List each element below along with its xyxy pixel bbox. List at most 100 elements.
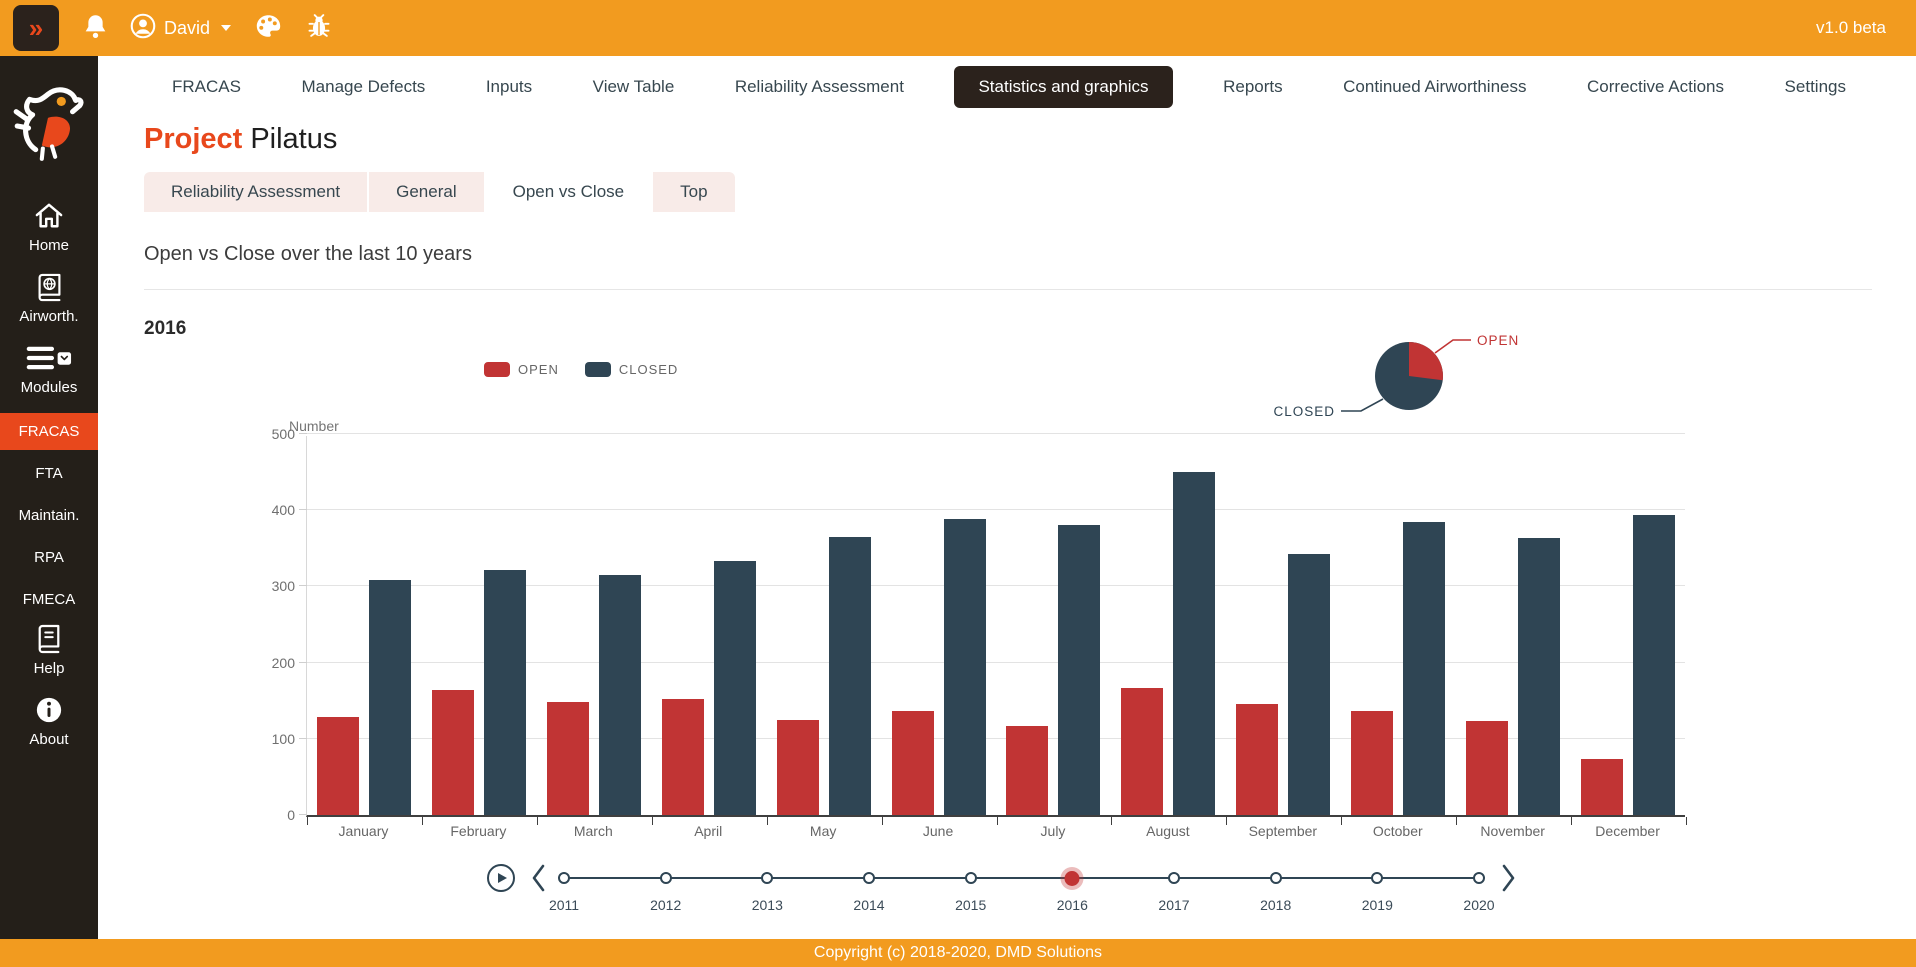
legend-swatch — [584, 362, 611, 377]
timeline-prev-button[interactable] — [531, 863, 546, 893]
timeline-play-button[interactable] — [487, 864, 515, 892]
bar-closed[interactable] — [599, 575, 642, 815]
timeline-dot-2017[interactable] — [1168, 871, 1180, 884]
bar-group-november — [1455, 436, 1570, 815]
sidebar-item-help[interactable]: Help — [0, 623, 98, 677]
bar-group-may — [766, 436, 881, 815]
sidebar-item-modules[interactable]: Modules — [0, 342, 98, 396]
nav-item-label: Manage Defects — [301, 77, 426, 96]
x-axis-tick — [881, 817, 883, 825]
user-menu[interactable]: David — [130, 13, 232, 44]
nav-item-reports[interactable]: Reports — [1213, 68, 1293, 106]
sidebar-item-maintain[interactable]: Maintain. — [0, 497, 98, 534]
legend-item-closed[interactable]: CLOSED — [584, 362, 678, 377]
bar-group-august — [1111, 436, 1226, 815]
bar-group-february — [422, 436, 537, 815]
bar-closed[interactable] — [1402, 522, 1445, 815]
bar-closed[interactable] — [369, 580, 412, 815]
bar-closed[interactable] — [943, 519, 986, 815]
pie-open-slice[interactable] — [1409, 342, 1443, 381]
tab-open-vs-close[interactable]: Open vs Close — [485, 172, 652, 212]
bar-open[interactable] — [1006, 726, 1049, 815]
nav-item-label: Corrective Actions — [1587, 77, 1725, 96]
timeline: 2011 2012 2013 2014 2015 2016 2017 2018 2019 2020 — [487, 863, 1872, 913]
grid-line — [307, 433, 1685, 434]
timeline-dot-2019[interactable] — [1371, 871, 1384, 884]
notifications-button[interactable] — [83, 12, 108, 45]
sidebar-item-fracas[interactable]: FRACAS — [0, 413, 98, 450]
timeline-dot-2012[interactable] — [659, 871, 672, 884]
bar-open[interactable] — [1350, 711, 1393, 815]
nav-item-corrective-actions[interactable]: Corrective Actions — [1577, 68, 1734, 106]
month-label: April — [694, 823, 723, 839]
nav-item-view-table[interactable]: View Table — [583, 68, 685, 106]
x-axis-tick — [1571, 817, 1573, 825]
sidebar-collapse-button[interactable]: » — [13, 5, 59, 51]
sidebar-item-label: Modules — [20, 379, 78, 396]
pie-open-label: OPEN — [1477, 333, 1519, 348]
user-icon — [130, 13, 156, 44]
sidebar-nav: Home Airworth. Modules FRACAS FTA Maintain. RP… — [0, 200, 98, 765]
sidebar-item-about[interactable]: About — [0, 694, 98, 748]
bar-open[interactable] — [547, 702, 590, 815]
sidebar-item-airworthiness[interactable]: Airworth. — [0, 271, 98, 325]
nav-item-manage-defects[interactable]: Manage Defects — [292, 68, 436, 106]
bar-open[interactable] — [891, 711, 934, 815]
user-name: David — [164, 17, 211, 38]
bar-open[interactable] — [776, 720, 819, 815]
nav-item-reliability-assessment[interactable]: Reliability Assessment — [725, 68, 914, 106]
bar-closed[interactable] — [1058, 525, 1101, 815]
tab-general[interactable]: General — [369, 172, 484, 212]
nav-item-statistics-and-graphics[interactable]: Statistics and graphics — [954, 66, 1173, 108]
bar-open[interactable] — [432, 690, 475, 815]
timeline-dot-2011[interactable] — [558, 871, 570, 884]
timeline-dot-2016[interactable] — [1064, 870, 1080, 886]
pie-closed-label: CLOSED — [1273, 404, 1335, 419]
timeline-dot-2020[interactable] — [1473, 871, 1485, 884]
nav-item-continued-airworthiness[interactable]: Continued Airworthiness — [1333, 68, 1536, 106]
nav-item-inputs[interactable]: Inputs — [476, 68, 542, 106]
month-labels: January February March April May June July Augu… — [306, 823, 1685, 839]
theme-button[interactable] — [255, 13, 282, 44]
tab-top[interactable]: Top — [653, 172, 735, 212]
bar-open[interactable] — [317, 717, 360, 815]
y-axis-tick-label: 200 — [271, 654, 295, 671]
tab-label: Open vs Close — [512, 182, 625, 201]
bar-open[interactable] — [1236, 704, 1279, 815]
nav-item-settings[interactable]: Settings — [1775, 68, 1856, 106]
app-logo-bird[interactable] — [12, 84, 86, 166]
debug-button[interactable] — [306, 12, 332, 44]
bar-closed[interactable] — [1517, 538, 1560, 815]
bar-plot: 0 100 200 300 400 500 — [272, 426, 1687, 825]
sidebar-item-fmeca[interactable]: FMECA — [0, 581, 98, 618]
bar-open[interactable] — [1121, 688, 1164, 815]
sidebar-item-fta[interactable]: FTA — [0, 455, 98, 492]
bar-closed[interactable] — [484, 570, 527, 815]
sidebar-item-home[interactable]: Home — [0, 200, 98, 254]
bar-open[interactable] — [1465, 721, 1508, 815]
timeline-dot-2015[interactable] — [964, 871, 977, 884]
bar-closed[interactable] — [713, 561, 756, 815]
timeline-dot-2013[interactable] — [761, 871, 774, 884]
timeline-dot-2014[interactable] — [863, 871, 875, 884]
bar-open[interactable] — [661, 699, 704, 815]
timeline-next-button[interactable] — [1501, 863, 1516, 893]
bar-closed[interactable] — [828, 537, 871, 815]
nav-item-label: Continued Airworthiness — [1343, 77, 1527, 96]
sidebar-item-label: Help — [33, 660, 65, 677]
bar-open[interactable] — [1580, 759, 1623, 815]
timeline-year-label: 2011 — [548, 896, 580, 913]
bar-group-january — [307, 436, 422, 815]
legend-item-open[interactable]: OPEN — [484, 362, 559, 377]
timeline-line — [564, 876, 1479, 879]
tab-reliability-assessment[interactable]: Reliability Assessment — [144, 172, 368, 212]
sidebar-item-rpa[interactable]: RPA — [0, 539, 98, 576]
bar-closed[interactable] — [1173, 472, 1216, 815]
bar-closed[interactable] — [1632, 515, 1675, 815]
bar-closed[interactable] — [1288, 554, 1331, 815]
section-heading: Open vs Close over the last 10 years — [144, 243, 472, 265]
nav-item-fracas[interactable]: FRACAS — [162, 68, 251, 106]
divider — [144, 289, 1872, 290]
sidebar-item-label: Home — [28, 237, 69, 254]
timeline-dot-2018[interactable] — [1269, 871, 1282, 884]
